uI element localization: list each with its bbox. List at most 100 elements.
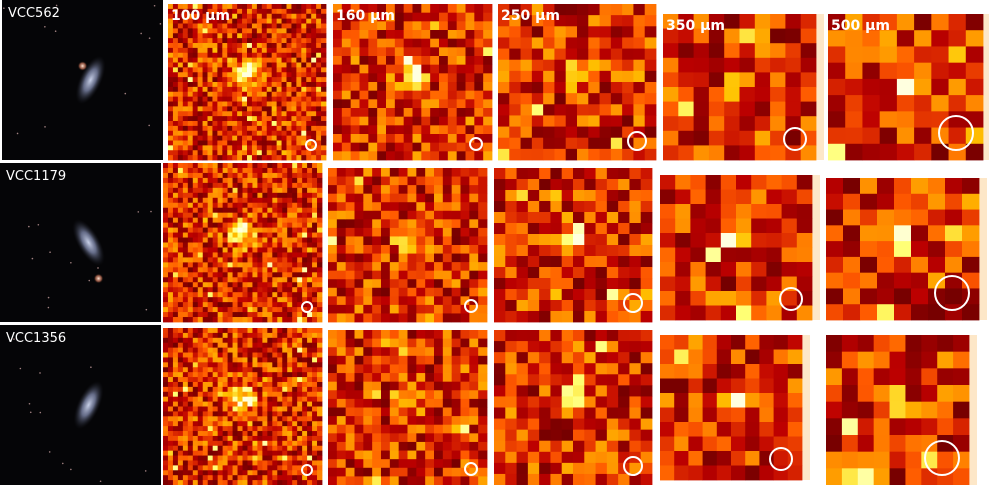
pixel: [297, 292, 303, 298]
flux-map: [163, 163, 323, 323]
pixel: [389, 433, 400, 443]
pixel: [386, 82, 396, 92]
pixel: [217, 411, 224, 417]
pixel: [301, 140, 307, 146]
pixel: [505, 429, 517, 442]
pixel: [389, 270, 400, 280]
pixel: [595, 267, 608, 279]
pixel: [386, 47, 396, 57]
pixel: [277, 202, 283, 209]
pixel: [267, 177, 273, 184]
pixel: [386, 38, 396, 48]
pixel: [372, 407, 382, 417]
pixel: [377, 47, 387, 57]
pixel: [465, 125, 475, 135]
pixel: [217, 247, 224, 253]
pixel: [505, 440, 517, 453]
pixel: [622, 126, 634, 139]
pixel: [877, 304, 895, 321]
pixel: [350, 64, 360, 74]
pixel: [212, 96, 218, 102]
pixel: [312, 252, 318, 258]
pixel: [663, 87, 679, 102]
pixel: [398, 219, 408, 229]
pixel: [227, 337, 233, 344]
field-star: [153, 4, 156, 7]
pixel: [705, 276, 722, 292]
pixel: [442, 424, 453, 434]
pixel: [276, 23, 282, 29]
pixel: [252, 421, 258, 427]
pixel: [302, 282, 308, 288]
pixel: [197, 116, 203, 122]
pixel: [708, 87, 725, 102]
pixel: [368, 90, 378, 100]
pixel: [350, 56, 360, 66]
pixel: [451, 330, 461, 340]
pixel: [232, 140, 238, 146]
pixel: [251, 96, 258, 102]
pixel: [187, 57, 194, 63]
pixel: [197, 197, 204, 204]
pixel: [197, 367, 204, 373]
pixel: [796, 276, 813, 292]
pixel: [222, 347, 228, 353]
pixel: [363, 304, 373, 314]
pixel: [430, 47, 440, 57]
pixel: [167, 227, 174, 233]
pixel: [297, 332, 303, 339]
pixel: [389, 398, 400, 408]
pixel: [469, 364, 479, 374]
pixel: [262, 342, 268, 349]
pixel: [948, 95, 967, 112]
pixel: [177, 222, 184, 228]
pixel: [192, 475, 199, 481]
pixel: [317, 455, 323, 461]
pixel: [407, 364, 417, 374]
pixel: [207, 317, 214, 323]
pixel: [606, 223, 619, 235]
pixel: [407, 313, 417, 323]
pixel: [237, 47, 243, 54]
pixel: [678, 130, 694, 146]
pixel: [207, 352, 214, 358]
pixel: [232, 82, 238, 88]
pixel: [212, 145, 218, 151]
pixel: [282, 465, 288, 471]
pixel: [354, 450, 364, 460]
pixel: [527, 374, 540, 386]
pixel: [398, 227, 408, 237]
pixel: [302, 202, 308, 209]
pixel: [207, 282, 214, 288]
pixel: [282, 416, 288, 422]
pixel: [328, 202, 338, 212]
pixel: [247, 257, 253, 263]
pixel: [465, 108, 475, 118]
pixel: [377, 116, 387, 126]
pixel: [372, 398, 382, 408]
pixel: [207, 362, 214, 368]
pixel: [187, 307, 194, 313]
pixel: [267, 337, 273, 344]
pixel: [573, 256, 585, 268]
pixel: [312, 406, 318, 412]
pixel: [172, 77, 179, 83]
pixel: [554, 70, 567, 83]
pixel: [256, 33, 263, 39]
pixel: [192, 150, 199, 156]
pixel: [928, 209, 946, 226]
pixel: [430, 4, 440, 14]
pixel: [212, 302, 219, 308]
pixel: [187, 470, 194, 476]
pixel: [469, 381, 479, 391]
pixel: [531, 104, 544, 116]
pixel: [247, 43, 253, 49]
pixel: [675, 247, 691, 263]
pixel: [785, 72, 802, 88]
pixel: [197, 130, 203, 137]
pixel: [439, 56, 449, 66]
pixel: [403, 125, 413, 135]
pixel: [398, 313, 408, 323]
pixel: [301, 116, 307, 122]
pixel: [232, 381, 238, 388]
